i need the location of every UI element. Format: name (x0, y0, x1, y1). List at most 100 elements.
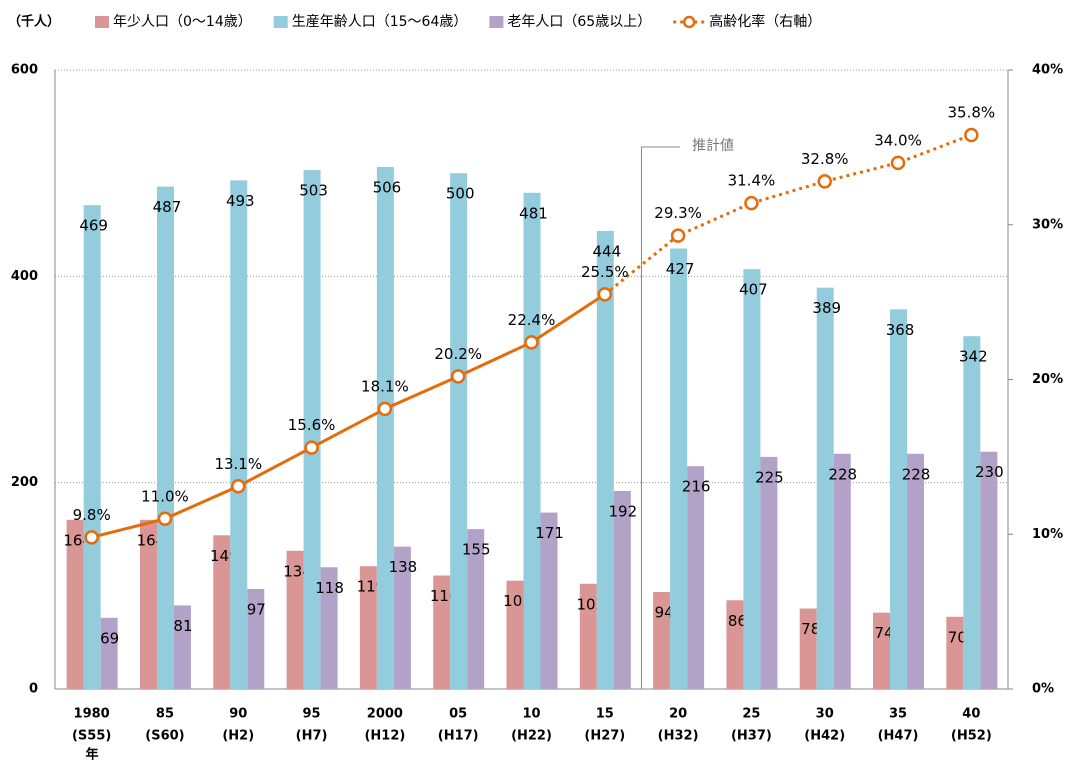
rate-point (964, 127, 979, 143)
rate-label: 35.8% (948, 103, 996, 121)
x-tick-sublabel: (H32) (658, 729, 699, 744)
value-label: 74 (874, 624, 893, 642)
rate-line (91, 293, 606, 539)
x-tick-label: 15 (596, 707, 614, 722)
bar (670, 248, 688, 689)
rate-point (890, 155, 906, 171)
x-tick-sublabel: (H12) (364, 729, 405, 744)
x-tick-label: 2000 (367, 707, 403, 722)
rate-label: 25.5% (581, 263, 629, 281)
bar (173, 605, 191, 689)
legend-label: 高齢化率（右軸） (709, 13, 821, 30)
rate-point (744, 195, 759, 211)
value-label: 155 (462, 541, 491, 559)
projection-divider (640, 146, 680, 689)
bar (450, 173, 468, 689)
legend-swatch (682, 15, 696, 29)
bar (506, 580, 524, 689)
bar (687, 466, 705, 689)
bar (907, 453, 925, 689)
legend-swatch (489, 16, 504, 28)
rate-point (157, 511, 173, 527)
legend-label: 年少人口（0〜14歳） (113, 14, 252, 30)
y-tick-label: 0 (29, 682, 38, 697)
y2-tick-label: 10% (1032, 527, 1063, 542)
value-label: 81 (173, 617, 192, 635)
rate-label: 22.4% (508, 311, 556, 329)
value-label: 503 (299, 182, 328, 200)
x-tick-label: 30 (816, 707, 834, 722)
bar (760, 456, 778, 689)
bar (433, 575, 451, 689)
x-tick-label: 85 (156, 707, 174, 722)
rate-label: 9.8% (73, 506, 111, 524)
bar (376, 166, 394, 689)
value-label: 228 (902, 465, 931, 483)
rate-label: 13.1% (214, 455, 262, 473)
y-tick-label: 400 (11, 269, 38, 284)
value-label: 69 (100, 629, 119, 647)
value-label: 493 (226, 192, 255, 210)
bar (230, 180, 248, 689)
value-label: 487 (153, 198, 182, 216)
x-tick-sublabel: (H2) (222, 729, 254, 744)
value-label: 230 (975, 463, 1004, 481)
bar (613, 490, 631, 689)
value-label: 506 (373, 178, 402, 196)
x-tick-sublabel: (S55) (72, 729, 111, 744)
x-tick-label: 20 (669, 707, 687, 722)
value-label: 469 (79, 217, 108, 235)
bar (946, 616, 964, 689)
legend-label: 生産年齢人口（15〜64歳） (292, 14, 468, 30)
bar (139, 519, 157, 689)
rate-point (817, 174, 832, 189)
bar (100, 617, 118, 689)
rate-point (524, 335, 539, 350)
rate-line-projection (603, 133, 972, 296)
legend-swatch (95, 16, 109, 28)
bar (393, 546, 411, 689)
bar (286, 550, 304, 689)
value-label: 389 (812, 299, 841, 317)
bar (816, 287, 834, 689)
x-tick-label: 35 (889, 707, 907, 722)
x-tick-sublabel: (H47) (878, 729, 919, 744)
bar (726, 600, 744, 689)
bar (213, 535, 231, 689)
value-label: 342 (959, 348, 988, 366)
legend-swatch (273, 16, 288, 28)
y-tick-label: 600 (11, 63, 38, 78)
value-label: 427 (666, 260, 695, 278)
bar (963, 336, 981, 689)
value-label: 171 (535, 524, 564, 542)
bar (540, 512, 558, 689)
x-tick-label: 90 (229, 707, 247, 722)
bar (83, 205, 101, 690)
rate-point (450, 369, 466, 384)
value-label: 225 (755, 468, 784, 486)
bar (890, 309, 908, 689)
value-label: 481 (519, 204, 548, 222)
y2-tick-label: 0% (1032, 682, 1054, 697)
y-tick-label: 200 (11, 475, 38, 490)
bar (303, 170, 321, 690)
value-label: 192 (608, 502, 637, 520)
bar (873, 612, 891, 689)
bar (799, 608, 817, 689)
bar (743, 269, 761, 689)
x-tick-sublabel: (S60) (145, 729, 184, 744)
rate-label: 31.4% (728, 172, 776, 190)
value-label: 444 (592, 242, 621, 260)
bar (359, 566, 377, 689)
rate-label: 18.1% (361, 377, 409, 395)
value-label: 228 (828, 465, 857, 483)
rate-label: 11.0% (141, 487, 189, 505)
rate-label: 32.8% (801, 150, 849, 168)
bar (653, 592, 671, 689)
x-tick-sublabel: (H27) (584, 729, 625, 744)
value-label: 368 (886, 321, 915, 339)
x-tick-sublabel: (H42) (804, 729, 845, 744)
projection-label: 推計値 (692, 138, 734, 154)
rate-label: 29.3% (654, 204, 702, 222)
